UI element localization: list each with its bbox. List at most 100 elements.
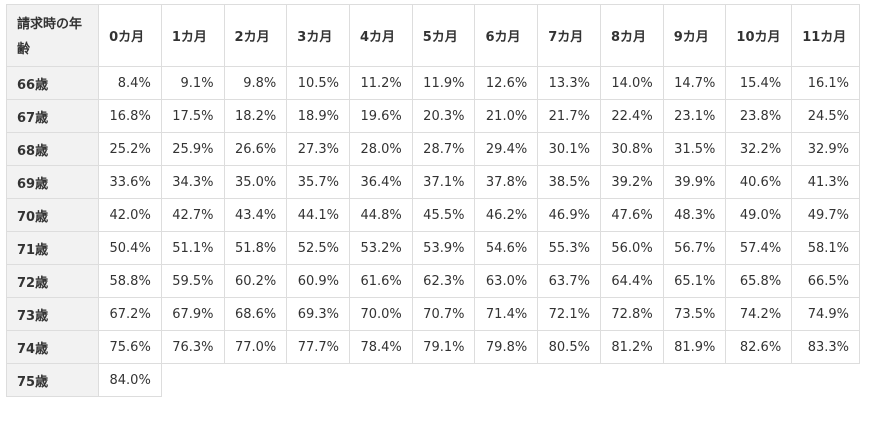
rate-cell: 62.3% <box>411 264 476 298</box>
column-header: 8カ月 <box>599 4 664 67</box>
rate-cell: 16.1% <box>791 66 860 100</box>
rate-cell: 49.7% <box>791 198 860 232</box>
rate-cell: 69.3% <box>286 297 351 331</box>
rate-cell: 26.6% <box>223 132 288 166</box>
table-row: 66歳 8.4% 9.1% 9.8% 10.5% 11.2% 11.9% 12.6% 13.3%… <box>5 66 860 100</box>
rate-cell: 56.7% <box>662 231 727 265</box>
rate-cell: 45.5% <box>411 198 476 232</box>
rate-cell: 52.5% <box>286 231 351 265</box>
row-header-age: 73歳 <box>5 297 100 331</box>
column-header: 7カ月 <box>537 4 601 67</box>
rate-cell: 79.8% <box>474 330 539 364</box>
corner-header: 請求時の年齢 <box>5 4 100 67</box>
rate-cell: 82.6% <box>725 330 793 364</box>
rate-cell: 68.6% <box>223 297 288 331</box>
column-header: 3カ月 <box>286 4 351 67</box>
rate-cell: 40.6% <box>725 165 793 199</box>
rate-cell: 14.0% <box>599 66 664 100</box>
rate-cell: 80.5% <box>537 330 601 364</box>
rate-cell: 20.3% <box>411 99 476 133</box>
rate-cell: 12.6% <box>474 66 539 100</box>
rate-cell: 65.1% <box>662 264 727 298</box>
rate-cell: 19.6% <box>349 99 413 133</box>
rate-cell: 39.9% <box>662 165 727 199</box>
rate-cell: 81.9% <box>662 330 727 364</box>
rate-cell: 13.3% <box>537 66 601 100</box>
rate-cell: 59.5% <box>160 264 225 298</box>
rate-cell: 67.2% <box>98 297 162 331</box>
rate-cell: 37.8% <box>474 165 539 199</box>
rate-cell: 71.4% <box>474 297 539 331</box>
row-header-age: 72歳 <box>5 264 100 298</box>
row-header-age: 74歳 <box>5 330 100 364</box>
column-header: 6カ月 <box>474 4 539 67</box>
rate-cell: 34.3% <box>160 165 225 199</box>
rate-cell: 55.3% <box>537 231 601 265</box>
rate-cell: 33.6% <box>98 165 162 199</box>
rate-cell: 57.4% <box>725 231 793 265</box>
increase-rate-table: 請求時の年齢 0カ月 1カ月 2カ月 3カ月 4カ月 5カ月 6カ月 7カ月 8カ月 9カ月 10カ… <box>5 4 860 397</box>
rate-cell: 30.8% <box>599 132 664 166</box>
rate-cell: 37.1% <box>411 165 476 199</box>
column-header: 10カ月 <box>725 4 793 67</box>
rate-cell: 28.7% <box>411 132 476 166</box>
rate-cell: 64.4% <box>599 264 664 298</box>
rate-cell: 77.7% <box>286 330 351 364</box>
rate-cell: 42.0% <box>98 198 162 232</box>
rate-cell: 60.9% <box>286 264 351 298</box>
rate-cell: 25.9% <box>160 132 225 166</box>
rate-cell: 29.4% <box>474 132 539 166</box>
rate-cell: 58.8% <box>98 264 162 298</box>
table-row: 69歳 33.6% 34.3% 35.0% 35.7% 36.4% 37.1% 37.8% 38… <box>5 165 860 199</box>
rate-cell: 63.0% <box>474 264 539 298</box>
rate-cell: 11.2% <box>349 66 413 100</box>
rate-cell: 18.9% <box>286 99 351 133</box>
rate-cell: 70.7% <box>411 297 476 331</box>
row-header-age: 75歳 <box>5 363 100 397</box>
row-header-age: 68歳 <box>5 132 100 166</box>
rate-cell: 47.6% <box>599 198 664 232</box>
rate-cell: 24.5% <box>791 99 860 133</box>
rate-cell: 27.3% <box>286 132 351 166</box>
column-header: 0カ月 <box>98 4 162 67</box>
rate-cell: 25.2% <box>98 132 162 166</box>
rate-cell: 41.3% <box>791 165 860 199</box>
rate-cell: 51.8% <box>223 231 288 265</box>
rate-cell: 84.0% <box>98 363 162 397</box>
rate-cell: 16.8% <box>98 99 162 133</box>
table-row: 73歳 67.2% 67.9% 68.6% 69.3% 70.0% 70.7% 71.4% 72… <box>5 297 860 331</box>
row-header-age: 69歳 <box>5 165 100 199</box>
table-row: 75歳 84.0% <box>5 363 860 397</box>
rate-cell: 10.5% <box>286 66 351 100</box>
column-header: 4カ月 <box>349 4 413 67</box>
rate-cell: 74.2% <box>725 297 793 331</box>
rate-cell: 22.4% <box>599 99 664 133</box>
rate-cell: 9.1% <box>160 66 225 100</box>
rate-cell: 8.4% <box>98 66 162 100</box>
rate-cell: 46.9% <box>537 198 601 232</box>
rate-cell: 49.0% <box>725 198 793 232</box>
rate-cell: 50.4% <box>98 231 162 265</box>
rate-cell: 39.2% <box>599 165 664 199</box>
rate-cell: 67.9% <box>160 297 225 331</box>
rate-cell: 66.5% <box>791 264 860 298</box>
rate-cell: 46.2% <box>474 198 539 232</box>
table-row: 71歳 50.4% 51.1% 51.8% 52.5% 53.2% 53.9% 54.6% 55… <box>5 231 860 265</box>
rate-cell: 58.1% <box>791 231 860 265</box>
rate-cell: 72.8% <box>599 297 664 331</box>
rate-cell: 81.2% <box>599 330 664 364</box>
rate-cell: 21.7% <box>537 99 601 133</box>
column-header: 5カ月 <box>411 4 476 67</box>
table-row: 67歳 16.8% 17.5% 18.2% 18.9% 19.6% 20.3% 21.0% 21… <box>5 99 860 133</box>
row-header-age: 67歳 <box>5 99 100 133</box>
rate-cell: 30.1% <box>537 132 601 166</box>
rate-cell: 74.9% <box>791 297 860 331</box>
header-row: 請求時の年齢 0カ月 1カ月 2カ月 3カ月 4カ月 5カ月 6カ月 7カ月 8カ月 9カ月 10カ… <box>5 4 860 67</box>
rate-cell: 63.7% <box>537 264 601 298</box>
rate-cell: 53.9% <box>411 231 476 265</box>
table-row: 70歳 42.0% 42.7% 43.4% 44.1% 44.8% 45.5% 46.2% 46… <box>5 198 860 232</box>
row-header-age: 66歳 <box>5 66 100 100</box>
empty-cell <box>161 364 859 397</box>
rate-cell: 65.8% <box>725 264 793 298</box>
column-header: 1カ月 <box>160 4 225 67</box>
